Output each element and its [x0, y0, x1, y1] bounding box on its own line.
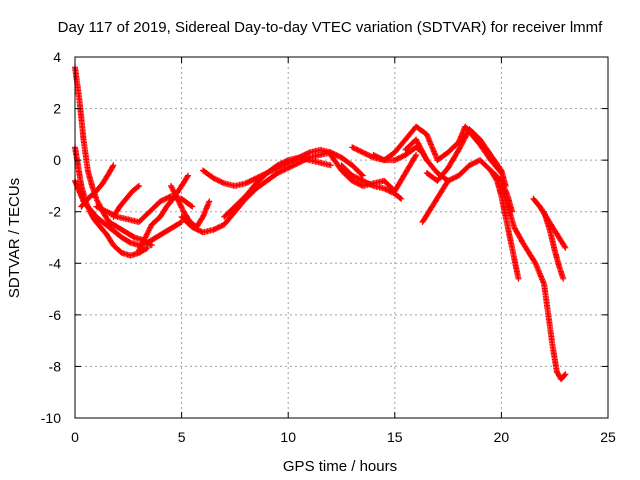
y-axis-label: SDTVAR / TECUs	[6, 178, 23, 298]
series-markers	[221, 154, 334, 220]
series-s17	[419, 177, 452, 225]
series-s19	[434, 123, 505, 176]
chart-title: Day 117 of 2019, Sidereal Day-to-day VTE…	[58, 19, 603, 36]
y-tick-label: -2	[49, 204, 62, 220]
series-markers	[338, 162, 405, 202]
series-markers	[419, 177, 452, 225]
y-tick-label: 0	[53, 152, 61, 168]
series-s21	[498, 182, 569, 383]
x-tick-label: 10	[280, 429, 296, 445]
x-tick-label: 25	[600, 429, 616, 445]
series-markers	[136, 172, 191, 254]
y-tick-label: -4	[49, 255, 62, 271]
x-axis-label: GPS time / hours	[283, 458, 397, 475]
series-markers	[498, 182, 569, 383]
y-tick-label: -8	[49, 358, 62, 374]
series-s4	[78, 162, 117, 210]
series-markers	[93, 193, 196, 225]
x-tick-label: 5	[178, 429, 186, 445]
y-tick-labels: -10 -8 -6 -4 -2 0 2 4	[41, 49, 61, 426]
data-marks	[72, 64, 569, 383]
x-tick-label: 0	[71, 429, 79, 445]
y-tick-label: -10	[41, 410, 61, 426]
tick-marks	[74, 56, 609, 419]
x-tick-labels: 0 5 10 15 20 25	[71, 429, 616, 445]
series-s7	[136, 172, 191, 254]
series-markers	[167, 182, 213, 231]
series-s23	[541, 208, 567, 282]
x-tick-label: 20	[494, 429, 510, 445]
series-s13	[338, 162, 405, 202]
plot-frame	[74, 56, 609, 419]
series-s6	[93, 193, 196, 225]
series-s8	[167, 182, 213, 231]
series-markers	[434, 123, 505, 176]
y-tick-label: 2	[53, 101, 61, 117]
series-markers	[78, 162, 117, 210]
x-tick-label: 15	[387, 429, 403, 445]
y-tick-label: -6	[49, 307, 62, 323]
series-s11	[221, 154, 334, 220]
y-tick-label: 4	[53, 49, 61, 65]
series-markers	[541, 208, 567, 282]
